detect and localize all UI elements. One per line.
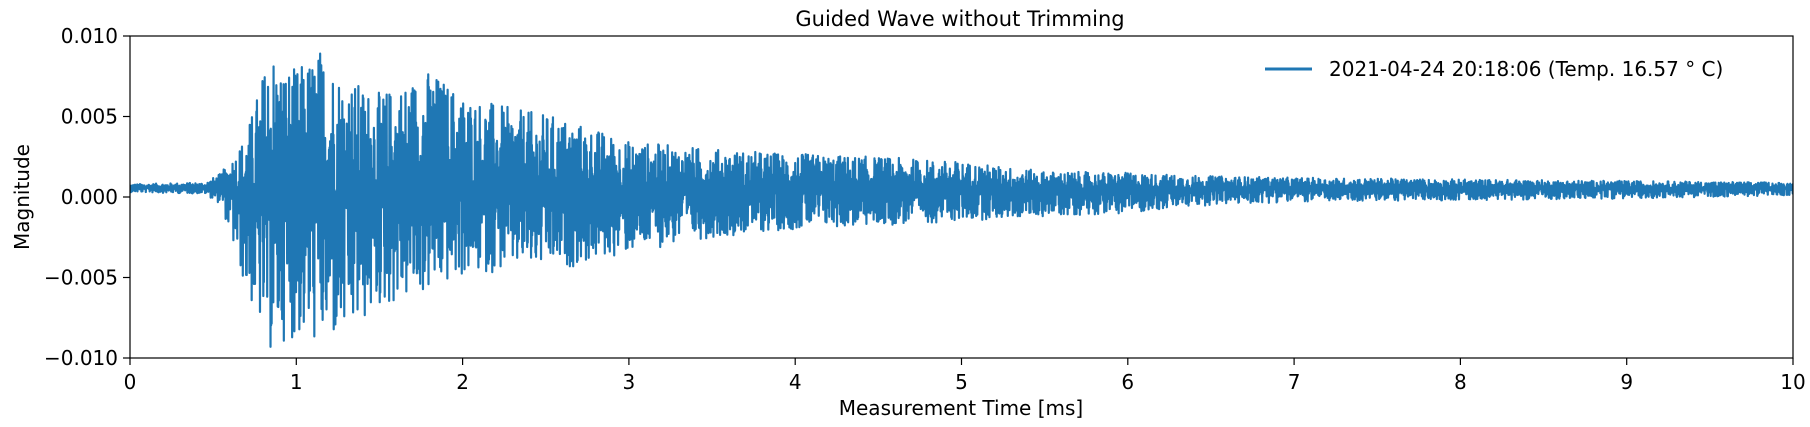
- x-tick-label: 5: [955, 370, 968, 394]
- x-tick-label: 9: [1620, 370, 1633, 394]
- legend-label: 2021-04-24 20:18:06 (Temp. 16.57 ° C): [1329, 57, 1723, 81]
- y-axis: −0.010 −0.005 0.000 0.005 0.010: [44, 24, 130, 370]
- x-tick-label: 6: [1121, 370, 1134, 394]
- x-axis-label: Measurement Time [ms]: [839, 396, 1083, 420]
- y-tick-label: −0.010: [44, 346, 118, 370]
- x-axis: 0 1 2 3 4 5 6 7 8 9 10: [124, 358, 1806, 394]
- y-tick-label: −0.005: [44, 266, 118, 290]
- x-tick-label: 8: [1454, 370, 1467, 394]
- chart-title: Guided Wave without Trimming: [795, 7, 1124, 31]
- x-tick-label: 0: [124, 370, 137, 394]
- x-tick-label: 7: [1288, 370, 1301, 394]
- x-tick-label: 3: [623, 370, 636, 394]
- y-tick-label: 0.005: [61, 105, 118, 129]
- x-tick-label: 4: [789, 370, 802, 394]
- waveform-line: [130, 52, 1793, 348]
- y-tick-label: 0.010: [61, 24, 118, 48]
- y-axis-label: Magnitude: [10, 144, 34, 250]
- y-tick-label: 0.000: [61, 185, 118, 209]
- plot-frame: [129, 35, 1794, 359]
- x-tick-label: 2: [456, 370, 469, 394]
- legend: 2021-04-24 20:18:06 (Temp. 16.57 ° C): [1265, 57, 1723, 81]
- x-tick-label: 10: [1780, 370, 1805, 394]
- x-tick-label: 1: [290, 370, 303, 394]
